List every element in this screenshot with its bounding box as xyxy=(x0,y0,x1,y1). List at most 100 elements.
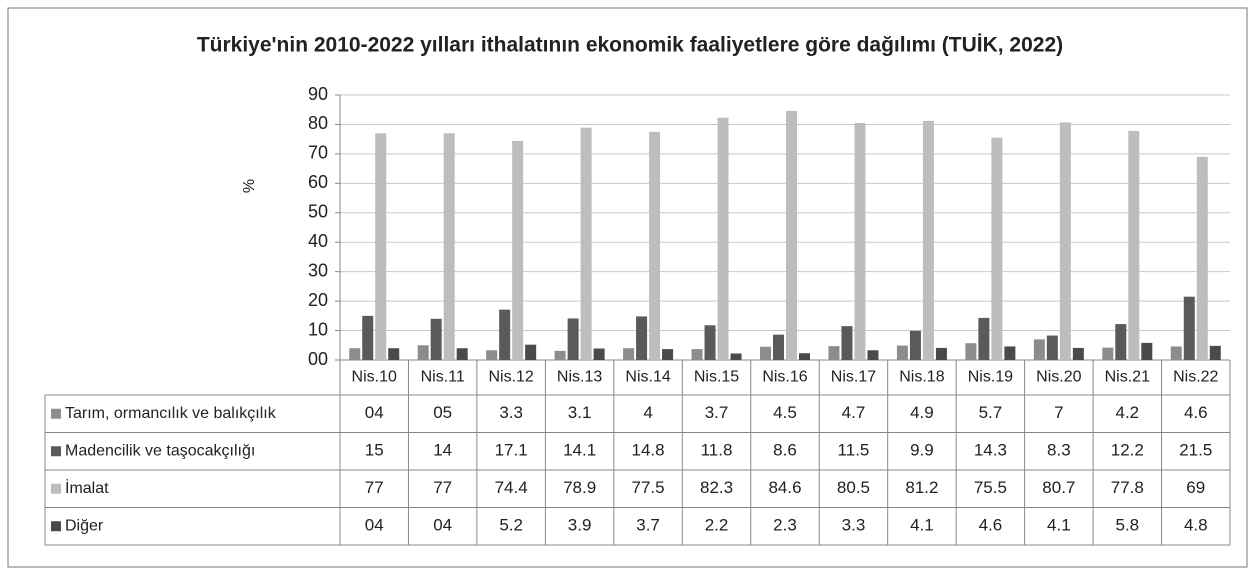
legend-swatch xyxy=(51,446,61,457)
table-cell: 78.9 xyxy=(563,478,596,497)
bar xyxy=(691,349,703,360)
x-tick-label: Nis.19 xyxy=(968,369,1013,386)
bar xyxy=(854,122,866,360)
table-cell: 77.8 xyxy=(1111,478,1144,497)
table-cell: 80.7 xyxy=(1042,478,1075,497)
y-tick-label: 30 xyxy=(308,260,328,280)
table-cell: 82.3 xyxy=(700,478,733,497)
legend-swatch xyxy=(51,521,61,532)
bar xyxy=(935,347,947,360)
table-cell: 80.5 xyxy=(837,478,870,497)
legend-label: Diğer xyxy=(65,517,104,534)
legend-swatch xyxy=(51,483,61,494)
bar xyxy=(786,110,797,361)
x-tick-label: Nis.18 xyxy=(899,369,944,386)
chart-title: Türkiye'nin 2010-2022 yılları ithalatını… xyxy=(197,34,1063,57)
bar xyxy=(662,349,674,360)
bar xyxy=(349,348,361,360)
bar xyxy=(512,140,524,360)
bar xyxy=(1209,345,1221,360)
bar xyxy=(799,353,810,360)
bar xyxy=(430,318,442,360)
table-cell: 3.1 xyxy=(568,403,592,422)
table-cell: 17.1 xyxy=(495,441,528,460)
table-cell: 8.6 xyxy=(773,441,797,460)
legend-label: Madencilik ve taşocakçılığı xyxy=(65,442,255,459)
table-cell: 4.7 xyxy=(842,403,866,422)
table-cell: 77 xyxy=(433,478,452,497)
bar xyxy=(704,325,716,360)
x-tick-label: Nis.15 xyxy=(694,369,739,386)
bar xyxy=(1046,335,1058,360)
table-cell: 12.2 xyxy=(1111,441,1144,460)
x-tick-label: Nis.21 xyxy=(1105,369,1150,386)
bar xyxy=(1170,346,1182,360)
bar xyxy=(554,350,566,360)
table-cell: 4.9 xyxy=(910,403,934,422)
table-cell: 4.8 xyxy=(1184,516,1208,535)
bar xyxy=(1072,347,1084,360)
y-tick-label: 00 xyxy=(308,349,328,369)
table-cell: 3.7 xyxy=(636,516,660,535)
bar xyxy=(388,348,400,360)
table-cell: 4 xyxy=(643,403,652,422)
x-tick-label: Nis.10 xyxy=(352,369,397,386)
bar xyxy=(978,317,990,360)
y-tick-label: 10 xyxy=(308,319,328,339)
table-cell: 3.3 xyxy=(499,403,523,422)
bar xyxy=(525,344,537,360)
legend-label: İmalat xyxy=(65,478,109,497)
bar xyxy=(499,309,511,360)
bar xyxy=(841,326,853,360)
bar xyxy=(717,117,729,360)
x-tick-label: Nis.16 xyxy=(762,369,807,386)
table-cell: 81.2 xyxy=(905,478,938,497)
table-cell: 04 xyxy=(365,403,384,422)
bar xyxy=(486,350,498,360)
table-cell: 11.8 xyxy=(701,441,733,460)
table-cell: 15 xyxy=(365,441,384,460)
table-cell: 77.5 xyxy=(632,478,665,497)
y-tick-label: 40 xyxy=(308,231,328,251)
table-cell: 4.2 xyxy=(1115,403,1139,422)
x-tick-label: Nis.17 xyxy=(831,369,876,386)
bar xyxy=(991,137,1003,360)
bar xyxy=(567,318,579,360)
bar xyxy=(443,133,455,360)
bar xyxy=(1141,342,1153,360)
y-tick-label: 70 xyxy=(308,143,328,163)
bar xyxy=(580,127,592,360)
table-cell: 69 xyxy=(1186,478,1205,497)
bar xyxy=(593,348,605,360)
table-cell: 14.8 xyxy=(632,441,665,460)
table-cell: 14.3 xyxy=(974,441,1007,460)
x-tick-label: Nis.14 xyxy=(625,369,670,386)
table-cell: 2.3 xyxy=(773,516,797,535)
bar xyxy=(922,120,934,361)
table-cell: 74.4 xyxy=(495,478,528,497)
bar xyxy=(965,343,977,360)
bar xyxy=(362,315,374,360)
table-cell: 14 xyxy=(433,441,452,460)
legend-label: Tarım, ormancılık ve balıkçılık xyxy=(65,405,277,422)
table-cell: 04 xyxy=(365,516,384,535)
bar xyxy=(1196,156,1208,360)
table-cell: 9.9 xyxy=(910,441,934,460)
y-tick-label: 80 xyxy=(308,113,328,133)
table-cell: 75.5 xyxy=(974,478,1007,497)
table-cell: 3.3 xyxy=(842,516,866,535)
chart-border xyxy=(7,7,1248,568)
bar xyxy=(896,345,908,360)
table-cell: 4.1 xyxy=(1047,516,1071,535)
bar xyxy=(1059,122,1071,360)
table-cell: 4.5 xyxy=(773,403,797,422)
table-cell: 5.7 xyxy=(979,403,1003,422)
table-cell: 7 xyxy=(1054,403,1063,422)
y-tick-label: 60 xyxy=(308,172,328,192)
bar xyxy=(636,316,648,360)
bar xyxy=(773,334,784,360)
bar xyxy=(649,131,661,360)
y-tick-label: 50 xyxy=(308,202,328,222)
legend-swatch xyxy=(51,408,61,419)
